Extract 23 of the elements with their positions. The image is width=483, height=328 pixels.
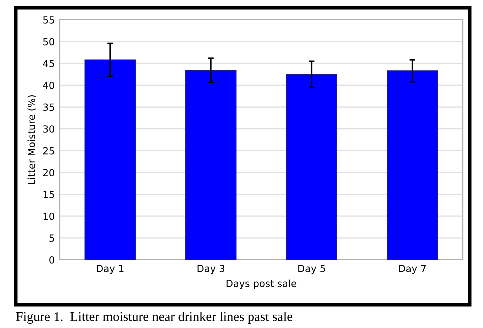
bar bbox=[286, 74, 338, 260]
y-tick-label: 20 bbox=[43, 169, 54, 177]
bar bbox=[186, 70, 237, 260]
bar bbox=[387, 70, 438, 260]
y-tick-label: 25 bbox=[43, 147, 54, 155]
x-axis-title: Days post sale bbox=[226, 280, 297, 290]
y-tick-label: 45 bbox=[43, 60, 54, 68]
y-tick-label: 15 bbox=[44, 191, 54, 198]
y-tick-label: 0 bbox=[50, 256, 54, 264]
x-tick-label: Day 1 bbox=[97, 265, 124, 274]
y-tick-label: 50 bbox=[44, 38, 54, 46]
y-tick-label: 55 bbox=[44, 16, 54, 24]
x-tick-label: Day 5 bbox=[298, 265, 326, 274]
bar bbox=[84, 60, 136, 260]
y-tick-label: 30 bbox=[44, 126, 54, 133]
x-tick-label: Day 3 bbox=[198, 265, 225, 274]
y-axis-title: Litter Moisture (%) bbox=[28, 96, 36, 184]
y-tick-label: 40 bbox=[43, 82, 54, 90]
x-tick-label: Day 7 bbox=[399, 265, 426, 274]
y-tick-label: 5 bbox=[50, 234, 54, 242]
y-tick-label: 10 bbox=[44, 212, 54, 220]
y-tick-label: 35 bbox=[44, 104, 54, 112]
caption: Figure 1. Litter moisture near drinker lines past sale bbox=[16, 312, 293, 324]
